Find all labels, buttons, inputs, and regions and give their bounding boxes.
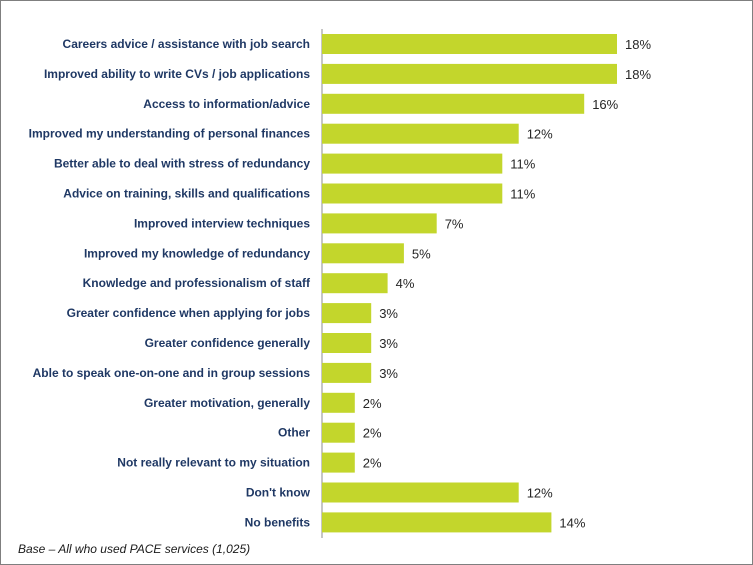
category-label: Improved my knowledge of redundancy — [84, 246, 310, 260]
data-label: 2% — [363, 396, 382, 411]
data-label: 2% — [363, 456, 382, 471]
data-label: 5% — [412, 246, 431, 261]
bar — [322, 243, 404, 264]
category-label: Greater motivation, generally — [144, 396, 310, 410]
bar — [322, 362, 372, 383]
bar — [322, 273, 388, 294]
bar — [322, 153, 503, 174]
category-label: Access to information/advice — [143, 97, 310, 111]
bar — [322, 34, 617, 54]
bar — [322, 333, 372, 353]
bar — [322, 452, 355, 473]
category-label: Greater confidence generally — [145, 336, 311, 350]
category-label: Don't know — [246, 486, 311, 500]
bar — [322, 303, 372, 324]
bar — [322, 512, 552, 533]
data-label: 12% — [527, 486, 553, 501]
category-label: Improved ability to write CVs / job appl… — [44, 67, 310, 81]
category-label: Knowledge and professionalism of staff — [83, 276, 311, 290]
category-label: Better able to deal with stress of redun… — [54, 157, 310, 171]
data-label: 2% — [363, 426, 382, 441]
data-label: 3% — [379, 336, 398, 351]
category-label: Careers advice / assistance with job sea… — [63, 37, 310, 51]
data-label: 7% — [445, 216, 464, 231]
category-label: Advice on training, skills and qualifica… — [63, 187, 310, 201]
category-label: Not really relevant to my situation — [117, 456, 310, 470]
data-label: 4% — [396, 276, 415, 291]
value-label-group: 18% 18% 16% 12% 11% 11% 7% 5% 4% 3% 3% 3% 2% 2% 2% 12% 1… — [363, 37, 652, 530]
category-label: Able to speak one-on-one and in group se… — [33, 366, 311, 380]
bar — [322, 213, 437, 234]
bar — [322, 123, 519, 144]
category-label: No benefits — [245, 515, 311, 529]
bar — [322, 183, 503, 204]
footnote: Base – All who used PACE services (1,025… — [18, 542, 251, 556]
data-label: 11% — [510, 157, 535, 172]
data-label: 16% — [592, 97, 618, 112]
category-label-group: Careers advice / assistance with job sea… — [29, 37, 311, 529]
bar — [322, 422, 355, 443]
bar-group — [322, 34, 617, 533]
category-label: Improved my understanding of personal fi… — [29, 127, 311, 141]
data-label: 12% — [527, 127, 553, 142]
bar — [322, 392, 355, 413]
data-label: 18% — [625, 67, 651, 82]
category-label: Other — [278, 426, 310, 440]
category-label: Improved interview techniques — [134, 216, 310, 230]
bar — [322, 93, 585, 114]
data-label: 3% — [379, 306, 398, 321]
bar — [322, 63, 617, 84]
data-label: 11% — [510, 187, 535, 202]
data-label: 18% — [625, 37, 651, 52]
data-label: 14% — [559, 515, 585, 530]
category-label: Greater confidence when applying for job… — [67, 306, 311, 320]
bar — [322, 482, 519, 503]
data-label: 3% — [379, 366, 398, 381]
